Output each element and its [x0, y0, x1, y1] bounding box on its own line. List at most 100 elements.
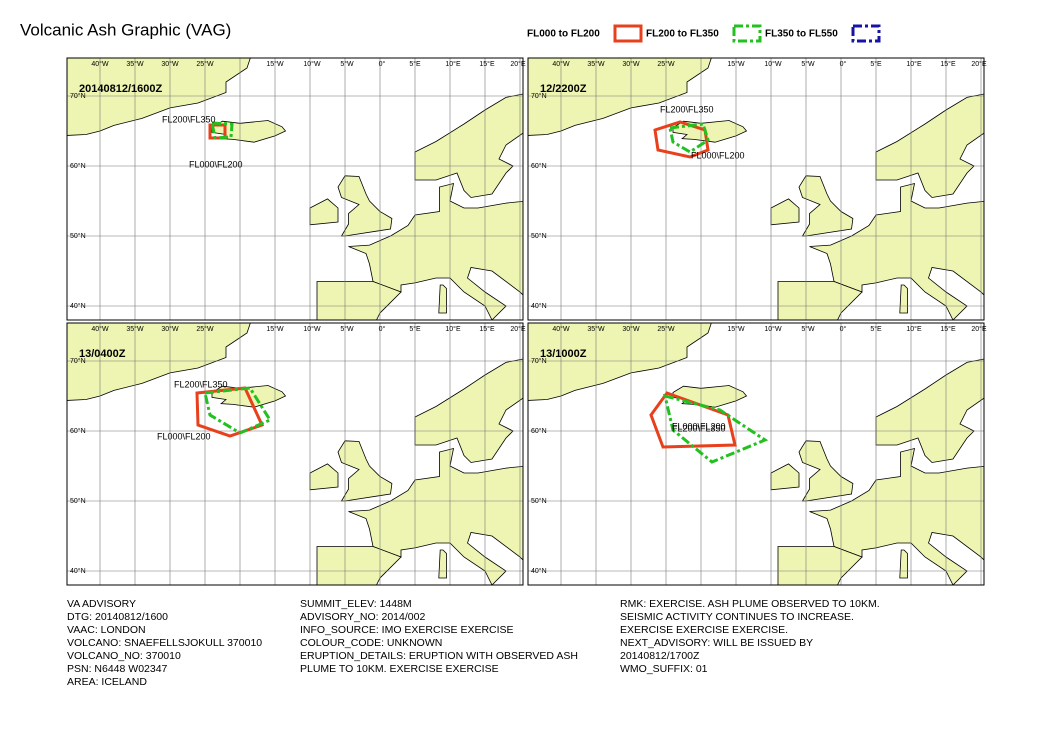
longitude-label: 20°E [510, 325, 526, 333]
longitude-label: 20°E [971, 60, 987, 68]
land [338, 441, 392, 501]
advisory-line: INFO_SOURCE: IMO EXERCISE EXERCISE [300, 624, 514, 636]
advisory-line: RMK: EXERCISE. ASH PLUME OBSERVED TO 10K… [620, 598, 880, 610]
land [439, 285, 447, 313]
land [317, 547, 401, 600]
latitude-label: 50°N [70, 232, 86, 240]
advisory-line: PSN: N6448 W02347 [67, 663, 168, 675]
valid-time: 12/2200Z [540, 83, 587, 95]
longitude-label: 10°E [445, 60, 461, 68]
longitude-label: 25°W [196, 60, 214, 68]
latitude-label: 60°N [531, 162, 547, 170]
longitude-label: 5°E [870, 325, 882, 333]
advisory-line: WMO_SUFFIX: 01 [620, 663, 708, 675]
latitude-label: 40°N [531, 302, 547, 310]
longitude-label: 10°E [445, 325, 461, 333]
land [310, 464, 338, 490]
latitude-label: 50°N [531, 497, 547, 505]
advisory-line: EXERCISE EXERCISE EXERCISE. [620, 624, 788, 636]
longitude-label: 5°W [801, 60, 815, 68]
ash-label: FL200\FL350 [162, 114, 216, 124]
valid-time: 13/0400Z [79, 348, 126, 360]
ash-label: FL200\FL350 [174, 379, 228, 389]
advisory-line: VOLCANO: SNAEFELLSJOKULL 370010 [67, 637, 262, 649]
longitude-label: 35°W [587, 60, 605, 68]
longitude-label: 10°W [303, 60, 321, 68]
advisory-line: PLUME TO 10KM. EXERCISE EXERCISE [300, 663, 499, 675]
longitude-label: 10°W [764, 325, 782, 333]
longitude-label: 0° [840, 60, 847, 68]
longitude-label: 30°W [622, 60, 640, 68]
longitude-label: 25°W [657, 325, 675, 333]
advisory-line: VOLCANO_NO: 370010 [67, 650, 181, 662]
legend-label: FL000 to FL200 [527, 29, 600, 40]
longitude-label: 25°W [196, 325, 214, 333]
longitude-label: 40°W [91, 325, 109, 333]
longitude-label: 15°W [266, 60, 284, 68]
advisory-line: AREA: ICELAND [67, 676, 147, 688]
ash-label: FL000\FL200 [691, 150, 745, 160]
latitude-label: 40°N [531, 567, 547, 575]
advisory-line: SEISMIC ACTIVITY CONTINUES TO INCREASE. [620, 611, 854, 623]
advisory-line: NEXT_ADVISORY: WILL BE ISSUED BY [620, 637, 813, 649]
longitude-label: 30°W [622, 325, 640, 333]
advisory-line: COLOUR_CODE: UNKNOWN [300, 637, 442, 649]
longitude-label: 25°W [657, 60, 675, 68]
longitude-label: 20°E [971, 325, 987, 333]
longitude-label: 40°W [552, 60, 570, 68]
land [317, 282, 401, 335]
map-panels: 40°W 35°W 30°W 25°W 15°W 10°W 5°W 0° 5°E 10°E 15°E… [16, 47, 1052, 599]
land [778, 547, 862, 600]
valid-time: 13/1000Z [540, 348, 587, 360]
longitude-label: 15°E [479, 325, 495, 333]
title: Volcanic Ash Graphic (VAG) [20, 20, 231, 39]
longitude-label: 15°E [940, 325, 956, 333]
latitude-label: 50°N [70, 497, 86, 505]
longitude-label: 30°W [161, 325, 179, 333]
advisory-line: VAAC: LONDON [67, 624, 146, 636]
latitude-label: 60°N [531, 427, 547, 435]
land [778, 282, 862, 335]
land [310, 199, 338, 225]
land [338, 176, 392, 236]
latitude-label: 40°N [70, 302, 86, 310]
land [771, 464, 799, 490]
longitude-label: 15°E [940, 60, 956, 68]
longitude-label: 15°E [479, 60, 495, 68]
advisory-line: ADVISORY_NO: 2014/002 [300, 611, 425, 623]
land [900, 285, 908, 313]
legend-label: FL350 to FL550 [765, 29, 838, 40]
longitude-label: 0° [840, 325, 847, 333]
latitude-label: 60°N [70, 427, 86, 435]
longitude-label: 0° [379, 325, 386, 333]
advisory-line: ERUPTION_DETAILS: ERUPTION WITH OBSERVED… [300, 650, 578, 662]
longitude-label: 40°W [552, 325, 570, 333]
longitude-label: 10°W [764, 60, 782, 68]
longitude-label: 15°W [727, 325, 745, 333]
longitude-label: 5°W [801, 325, 815, 333]
ash-label: FL200\FL350 [660, 104, 714, 114]
valid-time: 20140812/1600Z [79, 83, 162, 95]
longitude-label: 5°W [340, 325, 354, 333]
longitude-label: 5°E [409, 60, 421, 68]
longitude-label: 40°W [91, 60, 109, 68]
land [799, 176, 853, 236]
legend-swatch [615, 26, 641, 41]
advisory-line: 20140812/1700Z [620, 650, 700, 662]
longitude-label: 35°W [126, 325, 144, 333]
legend: FL000 to FL200 FL200 to FL350 FL350 to FL5… [527, 26, 879, 41]
longitude-label: 20°E [510, 60, 526, 68]
land [771, 199, 799, 225]
advisory-line: VA ADVISORY [67, 598, 136, 610]
legend-label: FL200 to FL350 [646, 29, 719, 40]
longitude-label: 15°W [266, 325, 284, 333]
longitude-label: 0° [379, 60, 386, 68]
longitude-label: 5°E [409, 325, 421, 333]
longitude-label: 5°W [340, 60, 354, 68]
ash-label: FL000\FL200 [157, 431, 211, 441]
longitude-label: 30°W [161, 60, 179, 68]
